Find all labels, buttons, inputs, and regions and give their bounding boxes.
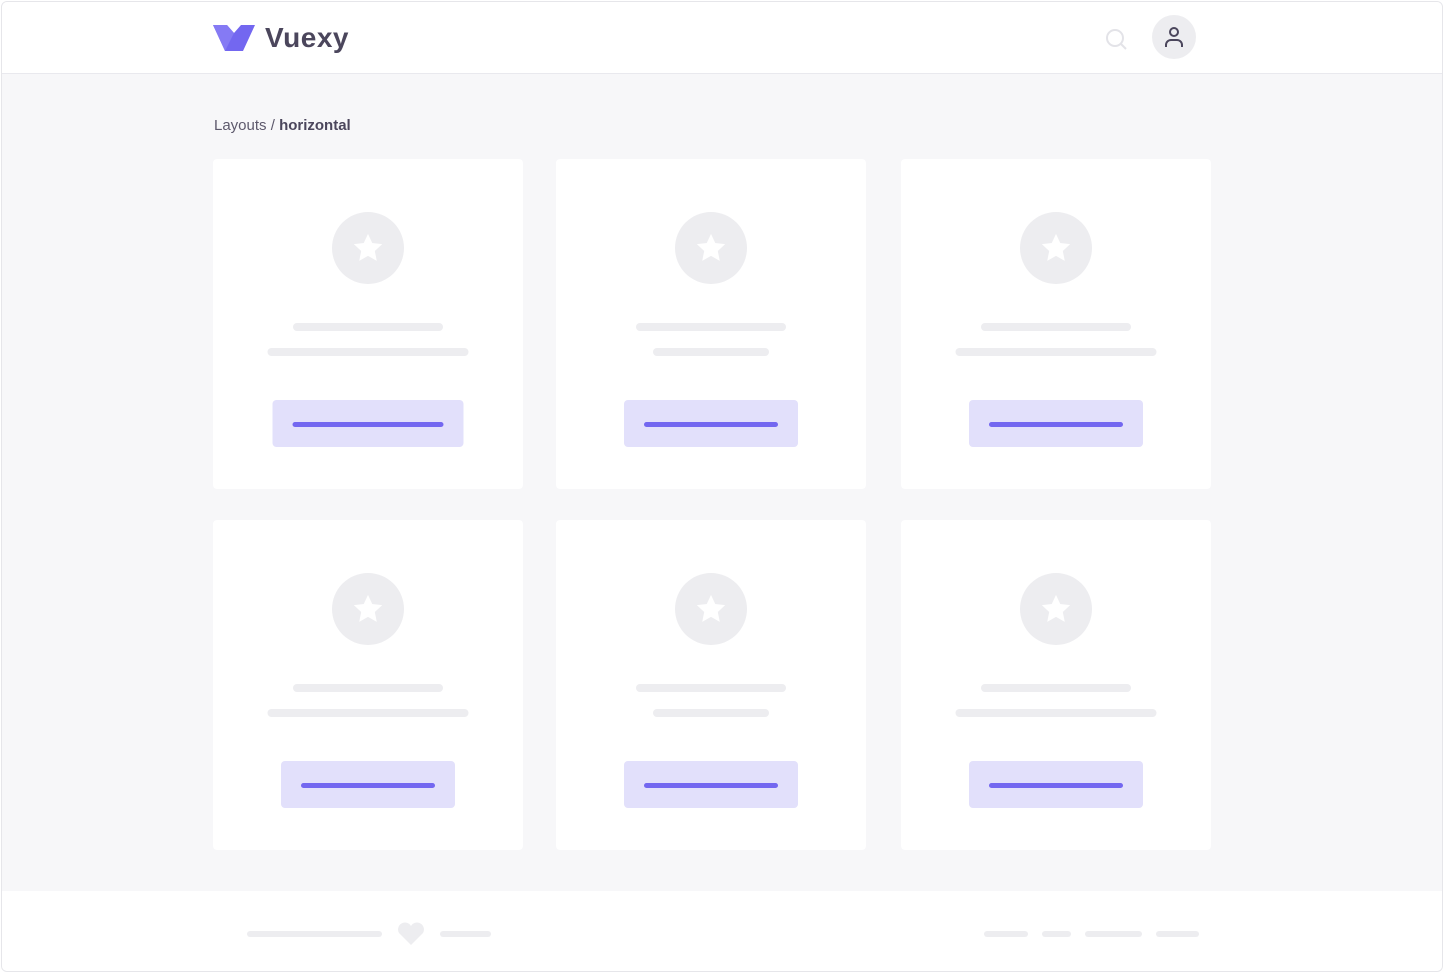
placeholder-card: [901, 159, 1211, 489]
breadcrumb-parent[interactable]: Layouts: [214, 117, 267, 134]
card-avatar: [332, 573, 404, 645]
text-placeholder: [653, 709, 769, 717]
star-icon: [696, 233, 726, 261]
heart-icon: [398, 922, 424, 945]
button-label-placeholder: [644, 783, 778, 788]
button-label-placeholder: [292, 422, 444, 427]
user-icon: [1165, 27, 1183, 47]
title-placeholder: [293, 323, 443, 331]
footer-link-placeholder[interactable]: [984, 931, 1028, 937]
breadcrumb-current: horizontal: [279, 117, 351, 134]
placeholder-card: [213, 159, 523, 489]
footer-link-placeholder[interactable]: [1156, 931, 1199, 937]
text-placeholder: [653, 348, 769, 356]
footer-link-placeholder[interactable]: [1042, 931, 1071, 937]
title-placeholder: [981, 323, 1131, 331]
user-avatar[interactable]: [1152, 15, 1196, 59]
card-button[interactable]: [969, 761, 1143, 808]
search-icon[interactable]: [1105, 28, 1127, 50]
text-placeholder: [955, 709, 1157, 717]
card-avatar: [1020, 212, 1092, 284]
button-label-placeholder: [301, 783, 435, 788]
star-icon: [696, 594, 726, 622]
card-button[interactable]: [624, 761, 798, 808]
placeholder-card: [901, 520, 1211, 850]
vuexy-logo-icon[interactable]: [213, 23, 255, 53]
button-label-placeholder: [989, 783, 1123, 788]
star-icon: [1041, 233, 1071, 261]
placeholder-card: [556, 520, 866, 850]
button-label-placeholder: [644, 422, 778, 427]
text-placeholder: [955, 348, 1157, 356]
footer: [2, 891, 1442, 971]
placeholder-card: [556, 159, 866, 489]
card-button[interactable]: [624, 400, 798, 447]
card-button[interactable]: [969, 400, 1143, 447]
card-avatar: [675, 212, 747, 284]
star-icon: [353, 594, 383, 622]
star-icon: [1041, 594, 1071, 622]
card-avatar: [675, 573, 747, 645]
brand-name[interactable]: Vuexy: [265, 22, 349, 53]
breadcrumb: Layouts / horizontal: [214, 117, 351, 134]
star-icon: [353, 233, 383, 261]
footer-text-placeholder: [247, 931, 382, 937]
card-button[interactable]: [272, 400, 464, 447]
title-placeholder: [293, 684, 443, 692]
footer-link-placeholder[interactable]: [1085, 931, 1142, 937]
placeholder-card: [213, 520, 523, 850]
title-placeholder: [981, 684, 1131, 692]
breadcrumb-separator: /: [270, 117, 275, 134]
text-placeholder: [267, 709, 469, 717]
top-navbar: Vuexy: [2, 2, 1442, 74]
button-label-placeholder: [989, 422, 1123, 427]
card-button[interactable]: [281, 761, 455, 808]
footer-text-placeholder: [440, 931, 491, 937]
card-avatar: [332, 212, 404, 284]
card-avatar: [1020, 573, 1092, 645]
title-placeholder: [636, 684, 786, 692]
title-placeholder: [636, 323, 786, 331]
text-placeholder: [267, 348, 469, 356]
